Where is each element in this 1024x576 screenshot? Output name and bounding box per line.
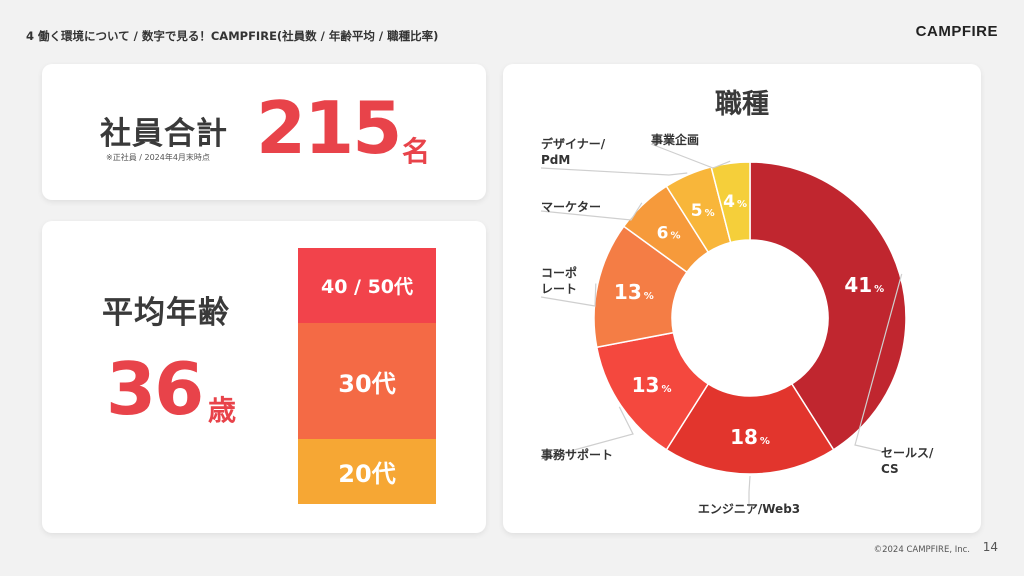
donut-category-label-3: 事務サポート	[541, 447, 613, 462]
page-number: 14	[982, 540, 998, 554]
average-age-label: 平均年齢	[102, 295, 230, 331]
employee-total-note: ※正社員 / 2024年4月末時点	[106, 153, 210, 162]
campfire-logo: CAMPFIRE	[915, 23, 998, 40]
donut-category-label-4: コーポ	[541, 265, 577, 280]
age-bar-30s: 30代	[298, 323, 436, 439]
average-age-value: 36	[106, 347, 204, 431]
donut-category-label-2: エンジニア/Web3	[698, 502, 800, 516]
donut-leader-line-4	[540, 283, 597, 307]
employee-total-card: 社員合計 ※正社員 / 2024年4月末時点 215 名	[42, 64, 486, 200]
donut-slice-1	[749, 161, 907, 451]
donut-category-label-5: マーケター	[541, 200, 601, 214]
copyright: ©2024 CAMPFIRE, Inc.	[873, 545, 970, 555]
average-age-unit: 歳	[208, 394, 237, 427]
donut-category-label-1: セールス/	[881, 446, 934, 460]
donut-category-label-1: CS	[881, 462, 899, 476]
donut-category-label-6: デザイナー/	[541, 136, 606, 151]
age-bar-40-50s: 40 / 50代	[298, 248, 436, 323]
donut-slice-value-3: 13%	[632, 373, 672, 397]
donut-leader-line-5	[540, 202, 643, 221]
donut-slice-value-4: 13%	[614, 280, 654, 304]
donut-category-label-6: PdM	[541, 153, 570, 167]
employee-total-value: 215	[256, 86, 402, 170]
donut-slice-value-6: 5%	[691, 201, 715, 221]
breadcrumb: 4 働く環境について / 数字で見る！CAMPFIRE(社員数 / 年齢平均 /…	[26, 29, 439, 43]
donut-slice-value-1: 41%	[844, 273, 884, 297]
job-type-donut-chart: 41 % セールス/CS 18 % エンジニア/Web3 13 % 事務サポート 13 % コーポレー…	[540, 132, 934, 516]
donut-category-label-7: 事業企画	[651, 132, 699, 147]
average-age-card: 平均年齢 36 歳 40 / 50代 30代 20代	[42, 221, 486, 533]
donut-slice-value-5: 6%	[657, 223, 681, 243]
donut-leader-line-1	[854, 273, 903, 452]
donut-category-label-4: レート	[541, 282, 577, 296]
job-type-title: 職種	[715, 89, 769, 120]
donut-leader-line-2	[748, 475, 751, 507]
donut-slice-2	[665, 382, 835, 475]
employee-total-unit: 名	[402, 135, 431, 168]
employee-total-label: 社員合計	[100, 116, 228, 152]
donut-slice-value-2: 18%	[730, 425, 770, 449]
donut-leader-line-6	[540, 167, 688, 176]
age-bar-20s: 20代	[298, 439, 436, 504]
donut-leader-line-3	[540, 406, 634, 460]
donut-slice-value-7: 4%	[723, 192, 747, 212]
job-type-card: 職種 41% セールス/CS 18% エンジニア/Web3 13% 事務サポート 13% コー…	[503, 64, 981, 533]
donut-leader-line-7	[650, 143, 731, 169]
